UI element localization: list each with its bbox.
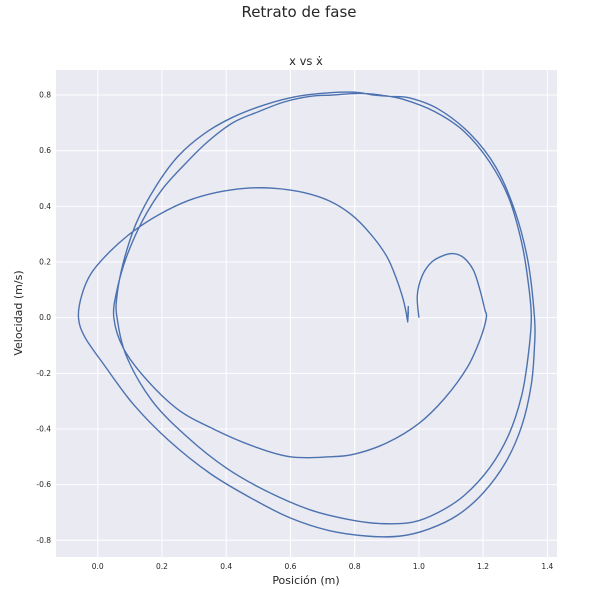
axes-title: x vs ẋ bbox=[289, 54, 323, 68]
y-tick-label: 0.2 bbox=[39, 258, 51, 267]
series-layer bbox=[77, 91, 536, 538]
x-tick-label: 1.4 bbox=[541, 562, 553, 571]
plot-area bbox=[56, 70, 557, 557]
y-tick-label: 0.0 bbox=[39, 313, 51, 322]
y-tick-label: -0.2 bbox=[36, 369, 51, 378]
x-tick-label: 0.2 bbox=[156, 562, 168, 571]
figure-title: Retrato de fase bbox=[241, 3, 356, 21]
y-tick-label: 0.6 bbox=[39, 146, 51, 155]
y-tick-label: -0.4 bbox=[36, 424, 51, 433]
x-tick-label: 0.4 bbox=[220, 562, 232, 571]
tick-labels: 0.0 0.2 0.4 0.6 0.8 1.0 1.2 1.4 -0.8 -0.6 -0.4 -0.2… bbox=[36, 91, 553, 571]
y-tick-label: -0.6 bbox=[36, 480, 51, 489]
y-tick-label: -0.8 bbox=[36, 536, 51, 545]
x-tick-label: 0.8 bbox=[349, 562, 361, 571]
x-axis-label: Posición (m) bbox=[272, 574, 339, 587]
x-tick-label: 1.0 bbox=[413, 562, 425, 571]
y-tick-label: 0.4 bbox=[39, 202, 51, 211]
y-axis-label: Velocidad (m/s) bbox=[12, 270, 25, 355]
y-tick-label: 0.8 bbox=[39, 91, 51, 100]
x-tick-label: 0.6 bbox=[284, 562, 296, 571]
phase-trajectory-line bbox=[77, 91, 536, 538]
x-tick-label: 1.2 bbox=[477, 562, 489, 571]
x-tick-label: 0.0 bbox=[92, 562, 104, 571]
